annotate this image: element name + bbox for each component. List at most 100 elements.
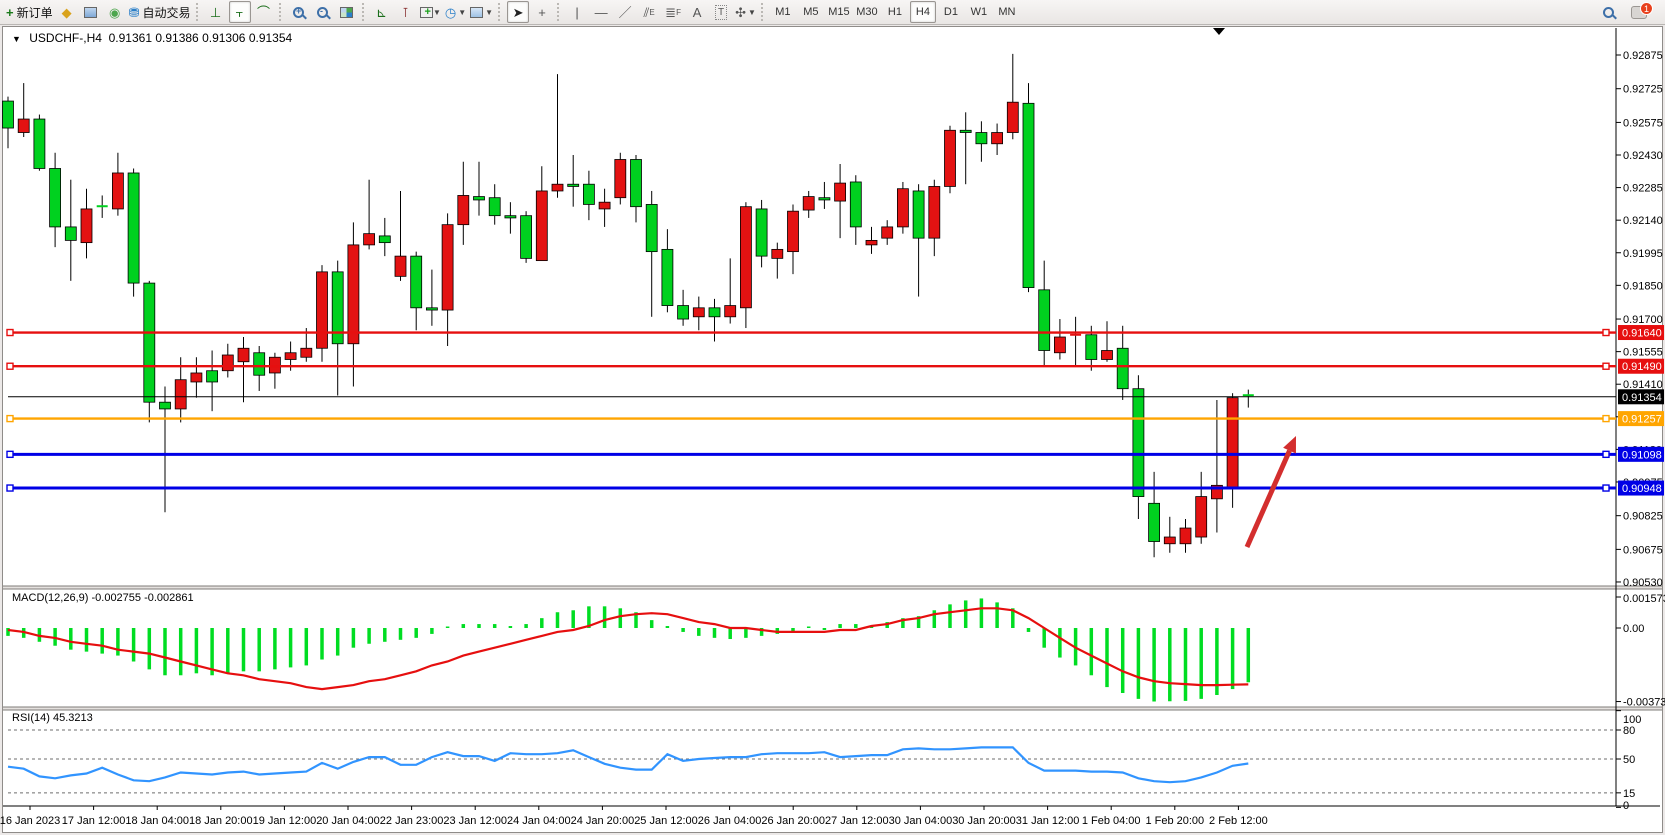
- label-tool-button[interactable]: T: [710, 1, 732, 23]
- notifications-button[interactable]: 1: [1628, 1, 1653, 23]
- timeframe-button-h4[interactable]: H4: [909, 1, 936, 23]
- add-indicator-icon: [419, 6, 433, 18]
- chart-window-icon: [84, 6, 98, 18]
- signal-icon: ◉: [108, 4, 121, 20]
- timeframe-button-d1[interactable]: D1: [943, 6, 958, 18]
- new-order-button[interactable]: + 新订单: [6, 4, 53, 20]
- timeframe-button-w1[interactable]: W1: [970, 6, 988, 18]
- cursor-icon: ➤: [512, 4, 524, 20]
- price-tick-label: 0.92575: [1623, 117, 1663, 129]
- timeframe-button-h1[interactable]: H1: [887, 6, 902, 18]
- text-tool-button[interactable]: A: [686, 1, 708, 23]
- new-chart-button[interactable]: [80, 1, 102, 23]
- autotrading-button[interactable]: ⛃ 自动交易: [128, 4, 191, 20]
- timeframe-button-mn[interactable]: MN: [998, 6, 1016, 18]
- zoom-in-button[interactable]: +: [288, 1, 310, 23]
- ohlc-open: 0.91361: [108, 31, 152, 45]
- metaeditor-button[interactable]: ◆: [56, 1, 78, 23]
- price-line-badge-label: 0.91098: [1622, 449, 1662, 461]
- toolbar-separator: [278, 3, 284, 21]
- price-line-badge-label: 0.90948: [1622, 483, 1662, 495]
- rsi-tick-label: 50: [1623, 754, 1635, 766]
- label-tool-icon: T: [715, 4, 728, 20]
- price-line-badge: [1618, 480, 1664, 496]
- rsi-tick-label: 80: [1623, 725, 1635, 737]
- line-chart-button[interactable]: ⌒: [253, 1, 275, 23]
- timeframe-button-m5[interactable]: M5: [803, 6, 819, 18]
- zoom-out-button[interactable]: -: [312, 1, 334, 23]
- price-tick-label: 0.91995: [1623, 248, 1663, 260]
- gold-cube-icon: ◆: [61, 4, 72, 20]
- trendline-tool-button[interactable]: ／: [614, 1, 636, 23]
- timeframe-group: M1 M5 M15 M30 H1 H4 D1 W1 MN: [769, 0, 1021, 25]
- signals-button[interactable]: ◉: [104, 1, 126, 23]
- clock-icon: ◷: [444, 4, 457, 20]
- template-icon: [470, 6, 484, 18]
- price-tick-label: 0.90825: [1623, 511, 1663, 523]
- macd-main-value: -0.002755: [91, 592, 142, 604]
- horizontal-level-lines: [6, 328, 1616, 492]
- price-tick-label: 0.90675: [1623, 544, 1663, 556]
- time-axis-label: 24 Jan 04:00: [507, 815, 571, 827]
- time-axis-label: 18 Jan 04:00: [125, 815, 189, 827]
- time-axis-label: 31 Jan 12:00: [1016, 815, 1080, 827]
- indicator-window2-icon: ⊺: [402, 4, 409, 20]
- indicator-window-button[interactable]: ⊾: [371, 1, 393, 23]
- price-tick-label: 0.91555: [1623, 347, 1663, 359]
- price-tick-label: 0.92875: [1623, 50, 1663, 62]
- tile-windows-button[interactable]: [336, 1, 358, 23]
- arrows-tool-button[interactable]: ✣ ▼: [734, 1, 757, 23]
- price-tick-label: 0.91410: [1623, 379, 1663, 391]
- macd-series: [6, 598, 1251, 702]
- time-axis-label: 25 Jan 12:00: [634, 815, 698, 827]
- chevron-down-icon: ▼: [458, 7, 467, 17]
- cursor-tool-button[interactable]: ➤: [507, 1, 530, 23]
- trendline-icon: ／: [618, 4, 632, 20]
- price-tick-label: 0.91850: [1623, 280, 1663, 292]
- price-line-badge-label: 0.91257: [1622, 414, 1662, 426]
- template-button[interactable]: ▼: [469, 1, 494, 23]
- vertical-line-icon: |: [575, 4, 579, 20]
- timeframe-button-m15[interactable]: M15: [828, 6, 850, 18]
- timeframe-button-m30[interactable]: M30: [856, 6, 878, 18]
- price-line-badges: 0.91640 0.91490 0.91354 0.91257 0.91098 0.909…: [1618, 325, 1664, 496]
- add-indicator-button[interactable]: + ▼: [419, 1, 442, 23]
- time-axis-label: 27 Jan 12:00: [825, 815, 889, 827]
- time-axis-label: 30 Jan 20:00: [952, 815, 1016, 827]
- autotrading-icon: ⛃: [128, 4, 140, 20]
- indicator-window2-button[interactable]: ⊺: [395, 1, 417, 23]
- timeframe-button-m1[interactable]: M1: [775, 6, 791, 18]
- ohlc-low: 0.91306: [202, 31, 246, 45]
- hline-tool-button[interactable]: —: [590, 1, 612, 23]
- price-tick-label: 0.92725: [1623, 84, 1663, 96]
- crosshair-tool-button[interactable]: +: [531, 1, 553, 23]
- trend-arrow-annotation: [1244, 436, 1296, 549]
- price-tick-label: 0.92430: [1623, 150, 1663, 162]
- time-axis-label: 19 Jan 12:00: [253, 815, 317, 827]
- rsi-tick-label: 15: [1623, 788, 1635, 800]
- ohlc-high: 0.91386: [155, 31, 199, 45]
- candle-chart-button[interactable]: ⫟: [228, 1, 251, 23]
- indicator-window-icon: ⊾: [376, 4, 387, 20]
- tile-windows-icon: [340, 6, 354, 18]
- chart-shift-marker: [1213, 28, 1225, 35]
- vline-tool-button[interactable]: |: [566, 1, 588, 23]
- price-tick-label: 0.92285: [1623, 183, 1663, 195]
- chevron-down-icon: ▼: [747, 7, 756, 17]
- fibonacci-tool-button[interactable]: ≣ F: [665, 4, 681, 20]
- period-button[interactable]: ◷ ▼: [444, 1, 467, 23]
- ohlc-close: 0.91354: [248, 31, 293, 45]
- bar-chart-button[interactable]: ⊥: [205, 1, 227, 23]
- time-axis-label: 26 Jan 20:00: [761, 815, 825, 827]
- toolbar-separator: [361, 3, 367, 21]
- price-tick-label: 0.92140: [1623, 215, 1663, 227]
- channel-icon: ⫽: [643, 4, 650, 20]
- time-axis: 16 Jan 2023 17 Jan 12:00 18 Jan 04:00 18 Ja…: [0, 806, 1268, 827]
- search-button[interactable]: [1597, 1, 1619, 23]
- horizontal-line-icon: —: [594, 4, 608, 20]
- channel-tool-button[interactable]: ⫽ E: [643, 4, 655, 20]
- price-tick-label: 0.90530: [1623, 577, 1663, 589]
